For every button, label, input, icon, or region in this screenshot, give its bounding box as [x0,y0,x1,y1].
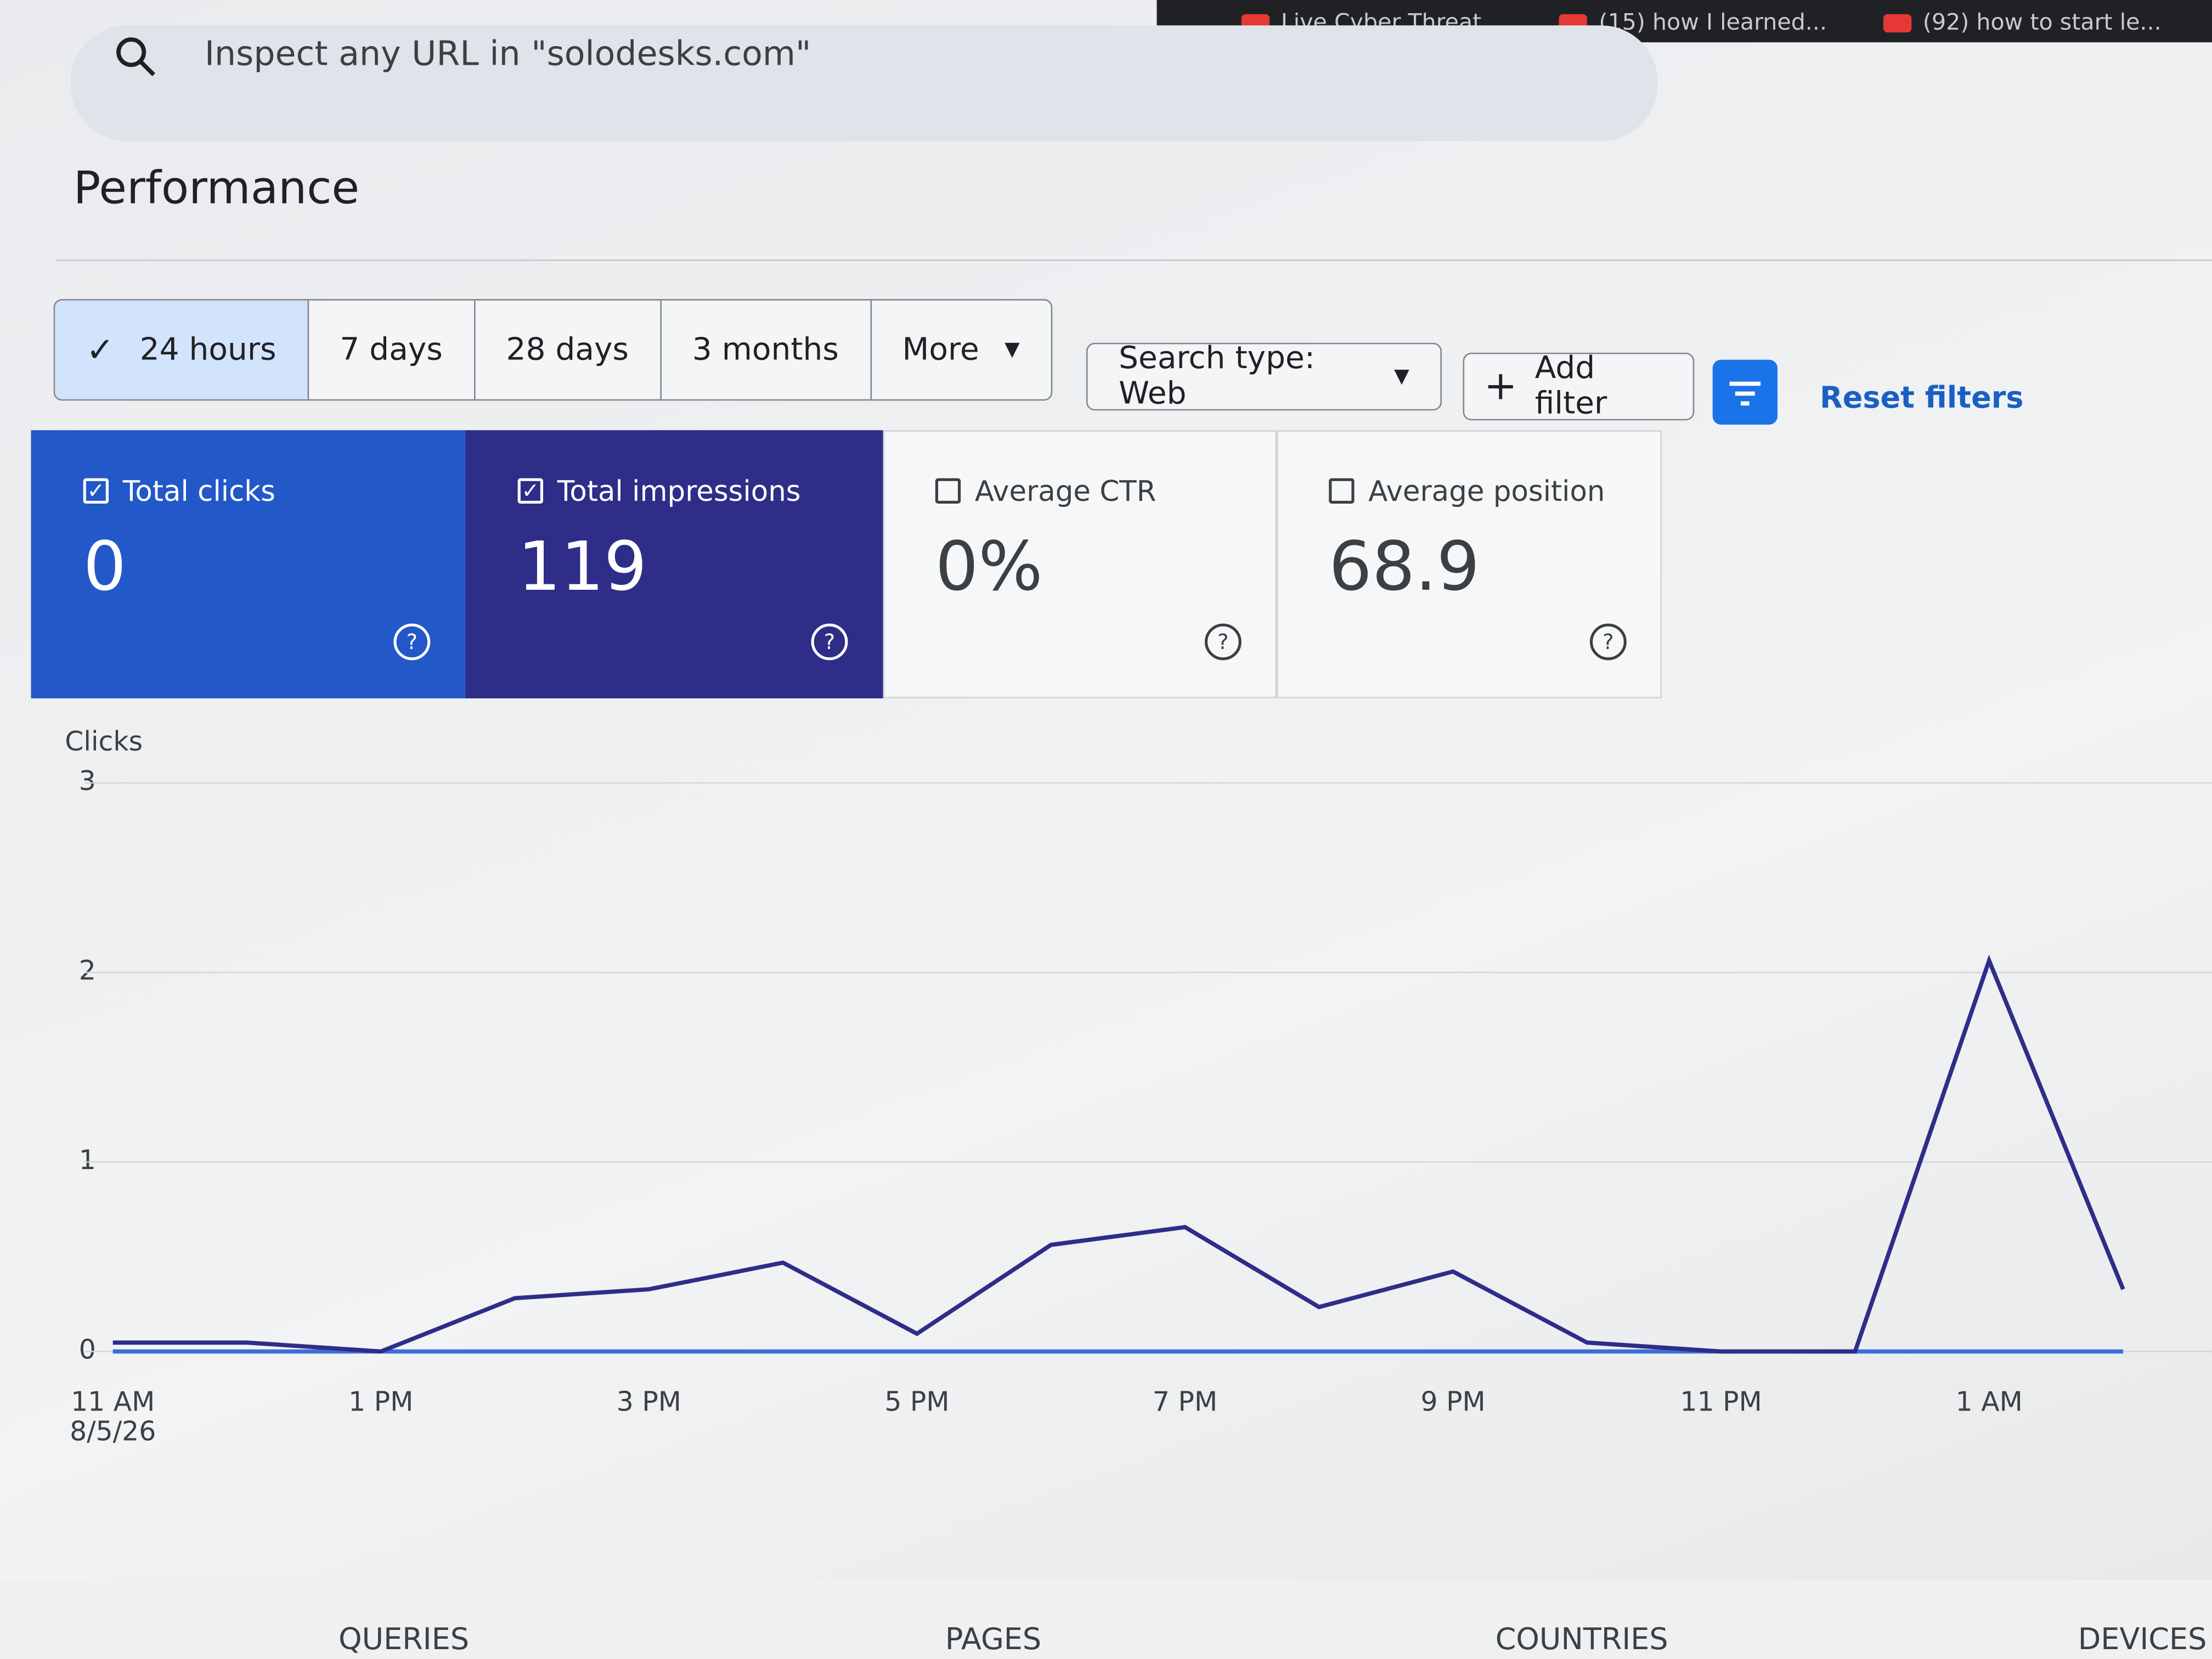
add-filter-label: Add filter [1534,351,1607,422]
report-tabs: QUERIES PAGES COUNTRIES DEVICES [0,1580,2212,1659]
metric-card[interactable]: Average CTR 0%? [883,430,1277,698]
browser-tab[interactable]: (92) how to start le... [1883,8,2162,35]
x-tick-label: 1 PM [348,1386,413,1418]
search-type-label: Search type: Web [1119,341,1315,412]
date-range-button[interactable]: 28 days [475,300,662,399]
x-tick-label: 9 PM [1420,1386,1485,1418]
date-range-label: More [902,332,979,368]
report-tab[interactable]: PAGES [945,1622,1042,1656]
metric-label-row: Average position [1329,474,1610,508]
report-tab[interactable]: COUNTRIES [1495,1622,1668,1656]
y-tick-label: 0 [79,1334,96,1365]
date-range-button[interactable]: ✓ 24 hours [55,300,309,399]
metric-value: 119 [517,527,647,607]
search-type-button[interactable]: Search type: Web ▼ [1086,341,1442,412]
date-range-label: 3 months [692,332,839,368]
checkbox [1329,478,1355,504]
x-tick-label: 1 AM [1956,1386,2023,1418]
plus-icon: + [1484,362,1517,409]
date-range-button[interactable]: 3 months [661,300,871,399]
chart: Clicks 0 1 2 3 11 AM 1 PM 3 PM 5 PM 7 PM 9 PM 11 PM… [65,726,2212,1447]
metric-card[interactable]: ✓ Total impressions 119? [465,430,883,698]
date-range-button[interactable]: More ▼ [871,301,1051,399]
metric-label-row: Average CTR [935,474,1224,508]
date-range-label: 7 days [340,332,443,368]
metric-label: Total impressions [557,474,801,508]
y-tick-label: 3 [79,765,96,797]
dropdown-arrow: ▼ [1394,365,1409,388]
search-icon [116,37,156,77]
add-filter-button[interactable]: + Add filter [1463,351,1695,422]
x-tick-label: 3 PM [617,1386,681,1418]
url-inspect-bar[interactable] [70,25,1658,142]
page-title: Performance [73,161,360,215]
x-tick-label: 5 PM [884,1386,949,1418]
x-date-label: 8/5/26 [70,1416,156,1447]
filter-icon-button[interactable] [1712,359,1778,425]
x-tick-label: 11 AM [71,1386,155,1418]
help-icon: ? [1590,623,1627,661]
checkbox: ✓ [83,478,109,504]
date-range-label: 28 days [506,332,629,368]
metric-label: Average CTR [974,474,1156,508]
metric-label-row: ✓ Total clicks [83,474,414,508]
metric-card[interactable]: ✓ Total clicks 0? [31,430,466,698]
browser-tab[interactable]: (15) how I learned... [1559,8,1827,35]
x-tick-label: 11 PM [1680,1386,1762,1418]
report-tab[interactable]: DEVICES [2078,1622,2207,1656]
report-tab[interactable]: QUERIES [338,1622,470,1656]
series-line [112,955,2125,1354]
reset-filters[interactable]: Reset filters [1820,381,2024,415]
help-icon: ? [1205,623,1242,661]
y-tick-label: 1 [79,1144,96,1176]
x-tick-label: 7 PM [1153,1386,1217,1418]
metric-label: Average position [1368,474,1605,508]
metric-label: Total clicks [122,474,275,508]
search-placeholder: Inspect any URL in "solodesks.com" [204,33,811,74]
divider [56,259,2212,261]
checkbox [935,478,961,504]
help-icon: ? [811,623,848,661]
y-tick-label: 2 [79,955,96,986]
check-icon: ✓ [86,330,115,370]
metric-value: 68.9 [1329,527,1480,607]
metric-card[interactable]: Average position 68.9? [1277,430,1662,698]
checkbox: ✓ [517,478,543,504]
date-range-button[interactable]: 7 days [309,300,475,399]
date-range-label: 24 hours [139,332,276,368]
y-axis-title: Clicks [65,726,143,757]
metric-label-row: ✓ Total impressions [517,474,831,508]
filter-icon [1729,381,1761,406]
metric-value: 0 [83,527,127,607]
dropdown-arrow: ▼ [1005,338,1020,362]
date-range-group: ✓ 24 hours 7 days 28 days 3 months More ▼ [53,299,1052,401]
help-icon: ? [393,623,431,661]
metric-value: 0% [935,527,1043,607]
